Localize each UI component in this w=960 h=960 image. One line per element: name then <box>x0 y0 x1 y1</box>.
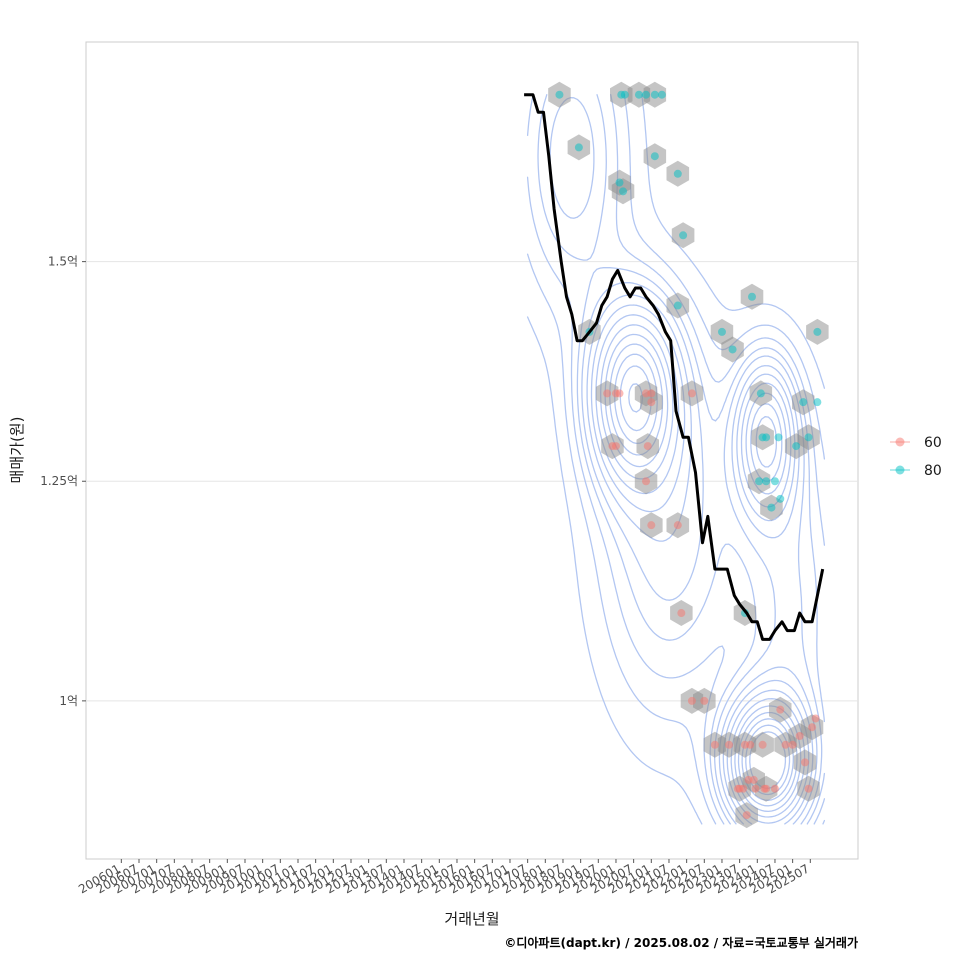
data-point-80 <box>615 178 624 187</box>
data-point-60 <box>760 784 769 793</box>
contour-line <box>526 94 826 825</box>
data-point-60 <box>615 389 624 398</box>
data-point-60 <box>647 521 656 530</box>
data-point-80 <box>657 90 666 99</box>
data-point-80 <box>728 345 737 354</box>
data-point-60 <box>770 784 779 793</box>
contour-line <box>537 94 826 825</box>
data-point-80 <box>813 327 822 336</box>
data-point-80 <box>634 90 643 99</box>
legend-swatch-80 <box>895 465 905 475</box>
data-point-80 <box>799 398 808 407</box>
data-point-60 <box>808 723 817 732</box>
trend-line <box>524 93 825 641</box>
caption: ©디아파트(dapt.kr) / 2025.08.02 / 자료=국토교통부 실… <box>504 935 858 950</box>
data-point-80 <box>650 90 659 99</box>
data-point-60 <box>611 442 620 451</box>
data-point-80 <box>650 152 659 161</box>
data-point-80 <box>767 503 776 512</box>
data-point-60 <box>751 784 760 793</box>
data-point-60 <box>643 442 652 451</box>
data-point-60 <box>725 740 734 749</box>
data-point-80 <box>756 389 765 398</box>
contour-line <box>526 94 826 825</box>
y-tick-label: 1.25억 <box>40 474 78 488</box>
legend: 60 80 <box>890 435 942 479</box>
y-tick-label: 1억 <box>59 694 78 708</box>
data-point-60 <box>710 740 719 749</box>
data-point-80 <box>679 231 688 240</box>
legend-swatch-60 <box>895 437 905 447</box>
data-point-60 <box>776 705 785 714</box>
data-point-80 <box>717 327 726 336</box>
data-point-80 <box>770 477 779 486</box>
data-point-80 <box>804 433 813 442</box>
data-point-60 <box>733 784 742 793</box>
data-point-60 <box>677 609 686 618</box>
data-point-60 <box>647 389 656 398</box>
data-point-60 <box>811 714 820 723</box>
legend-label-80: 80 <box>924 463 942 479</box>
data-point-80 <box>555 90 564 99</box>
data-point-80 <box>642 90 651 99</box>
data-point-60 <box>804 784 813 793</box>
data-point-80 <box>792 442 801 451</box>
data-point-60 <box>687 389 696 398</box>
data-point-60 <box>795 732 804 741</box>
data-point-60 <box>647 398 656 407</box>
data-point-60 <box>746 740 755 749</box>
moving-average-line <box>524 93 825 641</box>
data-point-60 <box>744 775 753 784</box>
data-point-80 <box>748 292 757 301</box>
y-tick-label: 1.5억 <box>48 255 78 269</box>
data-point-80 <box>620 90 629 99</box>
data-point-60 <box>687 696 696 705</box>
data-point-80 <box>762 433 771 442</box>
data-point-80 <box>673 301 682 310</box>
data-point-60 <box>642 477 651 486</box>
gridlines <box>86 261 858 702</box>
data-point-80 <box>774 433 783 442</box>
data-point-60 <box>603 389 612 398</box>
x-axis-ticks: 2006012006072007012007072008012008072009… <box>76 859 812 897</box>
data-point-80 <box>755 477 764 486</box>
legend-label-60: 60 <box>924 435 942 451</box>
y-axis-title: 매매가(원) <box>8 417 26 484</box>
data-point-60 <box>801 758 810 767</box>
data-point-80 <box>776 494 785 503</box>
data-point-80 <box>574 143 583 152</box>
y-axis-ticks: 1억 1.25억 1.5억 <box>40 255 86 708</box>
data-point-60 <box>673 521 682 530</box>
data-point-60 <box>700 696 709 705</box>
data-point-60 <box>742 811 751 820</box>
data-point-80 <box>762 477 771 486</box>
data-point-60 <box>758 740 767 749</box>
data-point-80 <box>813 398 822 407</box>
data-point-60 <box>781 740 790 749</box>
data-point-80 <box>673 169 682 178</box>
data-point-80 <box>619 187 628 196</box>
x-axis-title: 거래년월 <box>444 910 499 928</box>
scatter-points <box>555 90 822 820</box>
data-point-60 <box>788 740 797 749</box>
